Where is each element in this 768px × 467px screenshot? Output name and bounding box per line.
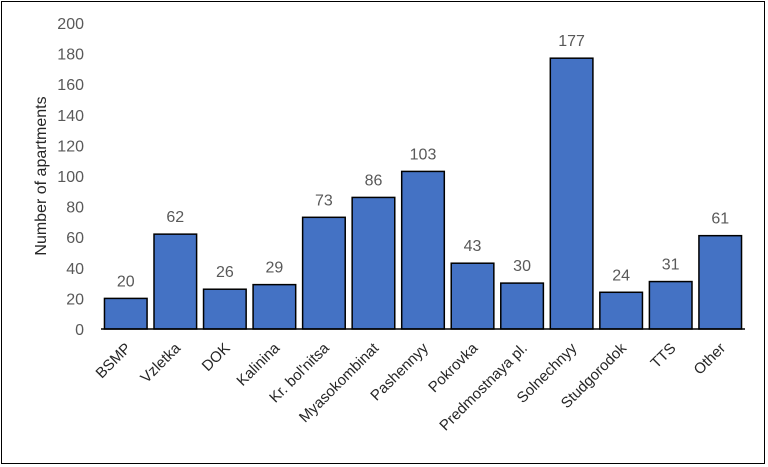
bar [103,297,148,330]
bars-group [103,57,743,330]
y-axis-label: Number of apartments [33,96,50,255]
bar [301,216,346,330]
y-tick-label: 200 [57,16,84,33]
data-label: 86 [365,172,383,189]
bar [648,280,693,330]
data-label: 43 [464,238,482,255]
bar [500,282,545,330]
y-tick-label: 100 [57,169,84,186]
data-label: 26 [216,264,234,281]
bar [252,283,297,330]
y-tick-label: 80 [66,200,84,217]
x-category-label: BSMP [93,340,135,382]
data-label: 31 [662,257,680,274]
y-tick-label: 60 [66,230,84,247]
data-label: 73 [315,192,333,209]
y-tick-label: 140 [57,108,84,125]
x-category-label: DOK [199,340,234,375]
y-tick-label: 160 [57,77,84,94]
x-category-label: Predmostnaya pl. [436,340,531,435]
y-tick-label: 180 [57,47,84,64]
y-axis-ticks: 0 20 40 60 80 100 120 140 160 180 200 [57,16,84,339]
x-category-label: Other [691,340,730,379]
y-tick-label: 20 [66,291,84,308]
bar [153,233,198,330]
x-category-label: Kalinina [233,339,283,389]
bar [202,288,247,330]
bar [450,262,495,330]
y-tick-label: 0 [75,322,84,339]
bar [549,57,594,330]
data-label: 62 [166,209,184,226]
data-label: 20 [117,273,135,290]
data-labels-group: 20 62 26 29 73 86 103 43 30 177 24 31 61 [117,33,729,290]
y-tick-label: 120 [57,138,84,155]
y-tick-label: 40 [66,261,84,278]
x-category-label: Vzletka [137,339,184,386]
data-label: 61 [711,211,729,228]
bar [698,234,743,330]
data-label: 30 [513,258,531,275]
bar [351,196,396,330]
bar [599,291,644,330]
bar [400,170,446,330]
data-label: 24 [612,267,630,284]
data-label: 103 [410,146,437,163]
x-category-label: TTS [647,340,679,372]
data-label: 29 [265,260,283,277]
data-label: 177 [558,33,585,50]
